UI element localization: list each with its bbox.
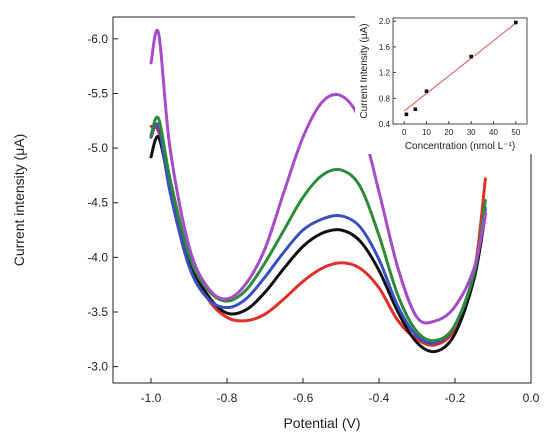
inset-fit-line [403, 22, 517, 112]
inset-x-tick-label: 40 [489, 128, 498, 137]
inset-y-tick-label: 2.0 [379, 17, 391, 26]
y-tick-label: -6.0 [87, 32, 108, 46]
inset-y-tick-label: 1.2 [379, 69, 391, 78]
inset-x-tick-label: 30 [467, 128, 476, 137]
y-tick-label: -3.5 [87, 305, 108, 319]
x-tick-label: -0.4 [369, 391, 390, 405]
inset-data-point [404, 112, 409, 117]
x-axis-title: Potential (V) [283, 415, 360, 431]
series-line-3 [149, 122, 487, 345]
x-tick-label: -0.8 [217, 391, 238, 405]
inset-x-tick-label: 50 [511, 128, 520, 137]
inset-data-point [469, 54, 473, 59]
inset-x-axis-title: Concentration (nmol L⁻¹) [405, 141, 515, 152]
inset-y-tick-label: 0.4 [379, 120, 391, 129]
inset-plot-frame [392, 17, 528, 125]
y-tick-label: -4.5 [87, 196, 108, 210]
inset-x-tick-label: 10 [422, 128, 431, 137]
y-tick-label: -3.0 [87, 360, 108, 374]
inset-data-point [514, 20, 518, 25]
main-plot-frame [112, 16, 532, 384]
y-tick-label: -5.5 [87, 86, 108, 100]
x-tick-label: -1.0 [141, 391, 162, 405]
inset-y-tick-label: 1.6 [379, 43, 391, 52]
series-line-2 [149, 135, 487, 354]
series-line-4 [149, 115, 487, 343]
x-tick-label: -0.2 [445, 391, 466, 405]
series-line-5 [149, 28, 487, 325]
x-tick-label: -0.6 [293, 391, 314, 405]
x-tick-label: 0.0 [523, 391, 540, 405]
inset-y-axis-title: Current Intensity (μA) [359, 23, 370, 118]
inset-data-point [413, 107, 418, 112]
y-tick-label: -4.0 [87, 250, 108, 264]
inset-x-tick-label: 0 [402, 128, 407, 137]
inset-data-point [424, 89, 429, 94]
inset-y-tick-label: 0.8 [379, 94, 391, 103]
y-tick-label: -5.0 [87, 141, 108, 155]
y-axis-title: Current intensity (μA) [11, 134, 27, 267]
inset-x-tick-label: 20 [444, 128, 453, 137]
